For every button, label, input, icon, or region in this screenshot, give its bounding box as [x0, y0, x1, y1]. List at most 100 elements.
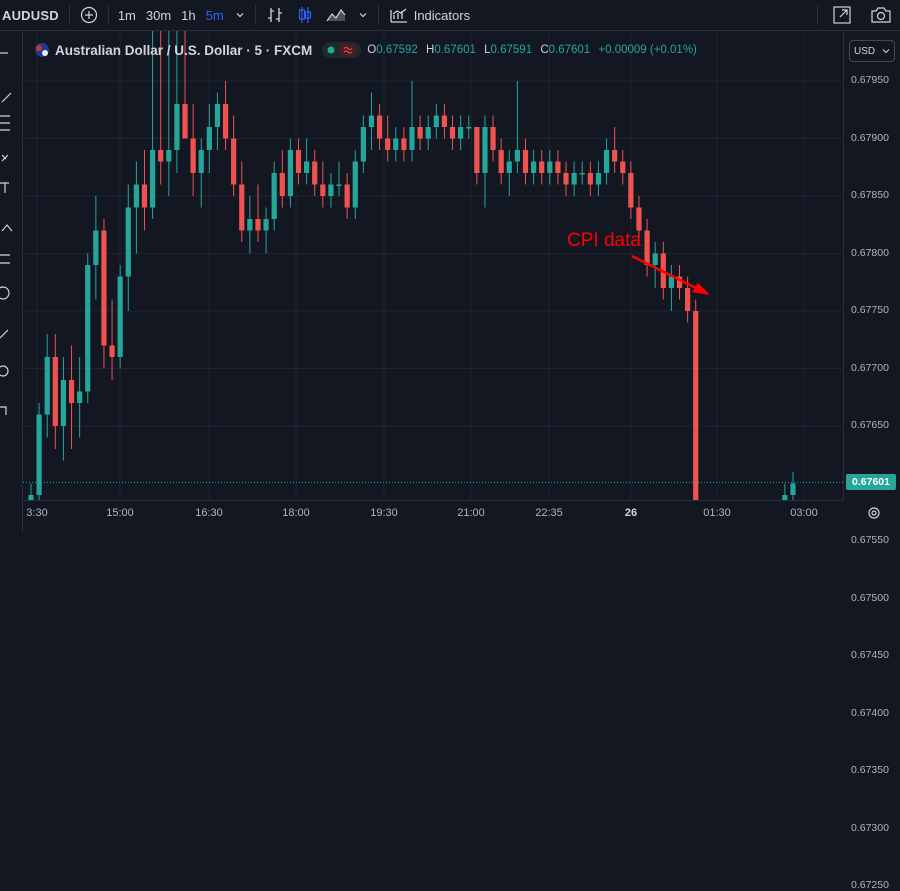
- price-axis[interactable]: [843, 31, 900, 500]
- forecast-icon: [0, 286, 10, 300]
- candle-body: [117, 276, 123, 357]
- candle-body: [312, 161, 318, 185]
- brush-icon: [1, 154, 9, 162]
- time-label: 21:00: [457, 507, 485, 519]
- candle-body: [539, 161, 545, 173]
- fib-icon: [0, 115, 10, 131]
- candle-body: [352, 161, 358, 208]
- symbol-title[interactable]: Australian Dollar / U.S. Dollar · 5 · FX…: [55, 42, 313, 58]
- magnet-icon: [0, 406, 7, 415]
- candle-body: [506, 161, 512, 173]
- indicators-icon: [390, 8, 407, 23]
- currency-label: USD: [854, 45, 876, 57]
- measure-icon: [0, 254, 10, 264]
- candle-body: [320, 184, 326, 196]
- chevron-down-icon: [882, 49, 890, 54]
- candle-body: [141, 184, 148, 208]
- last-price-tag: 0.67601: [846, 474, 896, 491]
- separator: [107, 5, 109, 25]
- candle-body: [344, 184, 350, 208]
- time-label: 19:30: [370, 507, 398, 519]
- interval-5m[interactable]: 5m: [205, 7, 224, 23]
- candle-body: [571, 173, 577, 185]
- candlestick-icon[interactable]: [290, 0, 320, 30]
- candle-body: [482, 127, 488, 173]
- candle-body: [385, 138, 391, 150]
- time-label: 3:30: [26, 507, 48, 519]
- price-label: 0.67800: [851, 246, 889, 259]
- ohlc-high: 0.67601: [434, 44, 476, 56]
- separator: [377, 5, 379, 25]
- candle-body: [158, 150, 164, 162]
- candle-body: [652, 253, 658, 265]
- candle-body: [547, 161, 553, 173]
- candle-body: [676, 276, 683, 288]
- interval-30m[interactable]: 30m: [145, 7, 172, 23]
- candle-body: [393, 138, 399, 150]
- price-label: 0.67700: [851, 361, 889, 374]
- candle-body: [368, 115, 375, 127]
- ohlc-key: H: [426, 44, 435, 56]
- candle-body: [304, 161, 310, 173]
- flag-icon: [35, 43, 49, 57]
- candle-body: [782, 495, 788, 500]
- bar-chart-icon[interactable]: [260, 0, 290, 30]
- price-label: 0.67450: [851, 649, 889, 661]
- price-label: 0.67850: [851, 189, 889, 201]
- candle-body: [60, 380, 67, 426]
- candle-body: [522, 150, 529, 173]
- candle-body: [77, 391, 83, 403]
- area-chart-icon[interactable]: [320, 0, 352, 30]
- drawing-toolbar: [0, 31, 23, 533]
- time-label: 03:00: [790, 507, 818, 519]
- ohlc-close: 0.67601: [548, 44, 591, 56]
- interval-1h[interactable]: 1h: [181, 7, 196, 23]
- candle-body: [668, 276, 675, 288]
- candle-body: [295, 150, 302, 173]
- candle-body: [660, 253, 666, 288]
- ohlc-change: +0.00009 (+0.01%): [598, 44, 697, 56]
- candle-body: [133, 184, 139, 208]
- separator: [254, 5, 256, 25]
- candlestick-chart[interactable]: [23, 31, 843, 500]
- interval-1m[interactable]: 1m: [117, 7, 136, 23]
- candle-body: [336, 184, 342, 186]
- camera-icon[interactable]: [862, 0, 900, 30]
- top-toolbar: AUDUSD 1m 30m 1h 5m Indicators: [0, 0, 900, 31]
- candle-body: [101, 230, 107, 346]
- symbol-label[interactable]: AUDUSD: [2, 7, 59, 23]
- candle-body: [628, 173, 634, 208]
- candle-body: [93, 230, 99, 265]
- chevron-down-icon[interactable]: [229, 0, 251, 30]
- candle-body: [409, 127, 415, 150]
- candle-body: [612, 150, 618, 162]
- price-label: 0.67550: [851, 534, 889, 546]
- text-icon: [0, 182, 9, 193]
- settings-icon[interactable]: [867, 506, 881, 520]
- candle-body: [685, 288, 691, 311]
- ohlc-key: L: [484, 44, 491, 56]
- candle-body: [287, 150, 294, 196]
- candle-body: [271, 173, 277, 219]
- add-symbol-icon[interactable]: [74, 0, 104, 30]
- candle-body: [790, 483, 796, 495]
- candle-body: [466, 127, 472, 129]
- time-axis[interactable]: [23, 500, 843, 534]
- chart-area[interactable]: [23, 31, 843, 500]
- time-label: 16:30: [195, 507, 223, 519]
- indicators-button[interactable]: Indicators: [383, 0, 476, 30]
- ohlc-values: O0.67592 H0.67601 L0.67591 C0.67601 +0.0…: [367, 44, 702, 56]
- candle-body: [595, 173, 602, 185]
- currency-select[interactable]: USD: [849, 40, 895, 62]
- fullscreen-icon[interactable]: [822, 0, 862, 30]
- status-pill[interactable]: [322, 42, 362, 58]
- candle-body: [239, 184, 245, 231]
- separator: [817, 5, 818, 25]
- candle-body: [360, 127, 366, 162]
- chevron-down-icon[interactable]: [352, 0, 374, 30]
- candle-body: [190, 138, 196, 173]
- candle-body: [693, 311, 699, 500]
- candle-body: [231, 138, 237, 185]
- candle-body: [222, 104, 229, 139]
- candle-body: [36, 414, 42, 495]
